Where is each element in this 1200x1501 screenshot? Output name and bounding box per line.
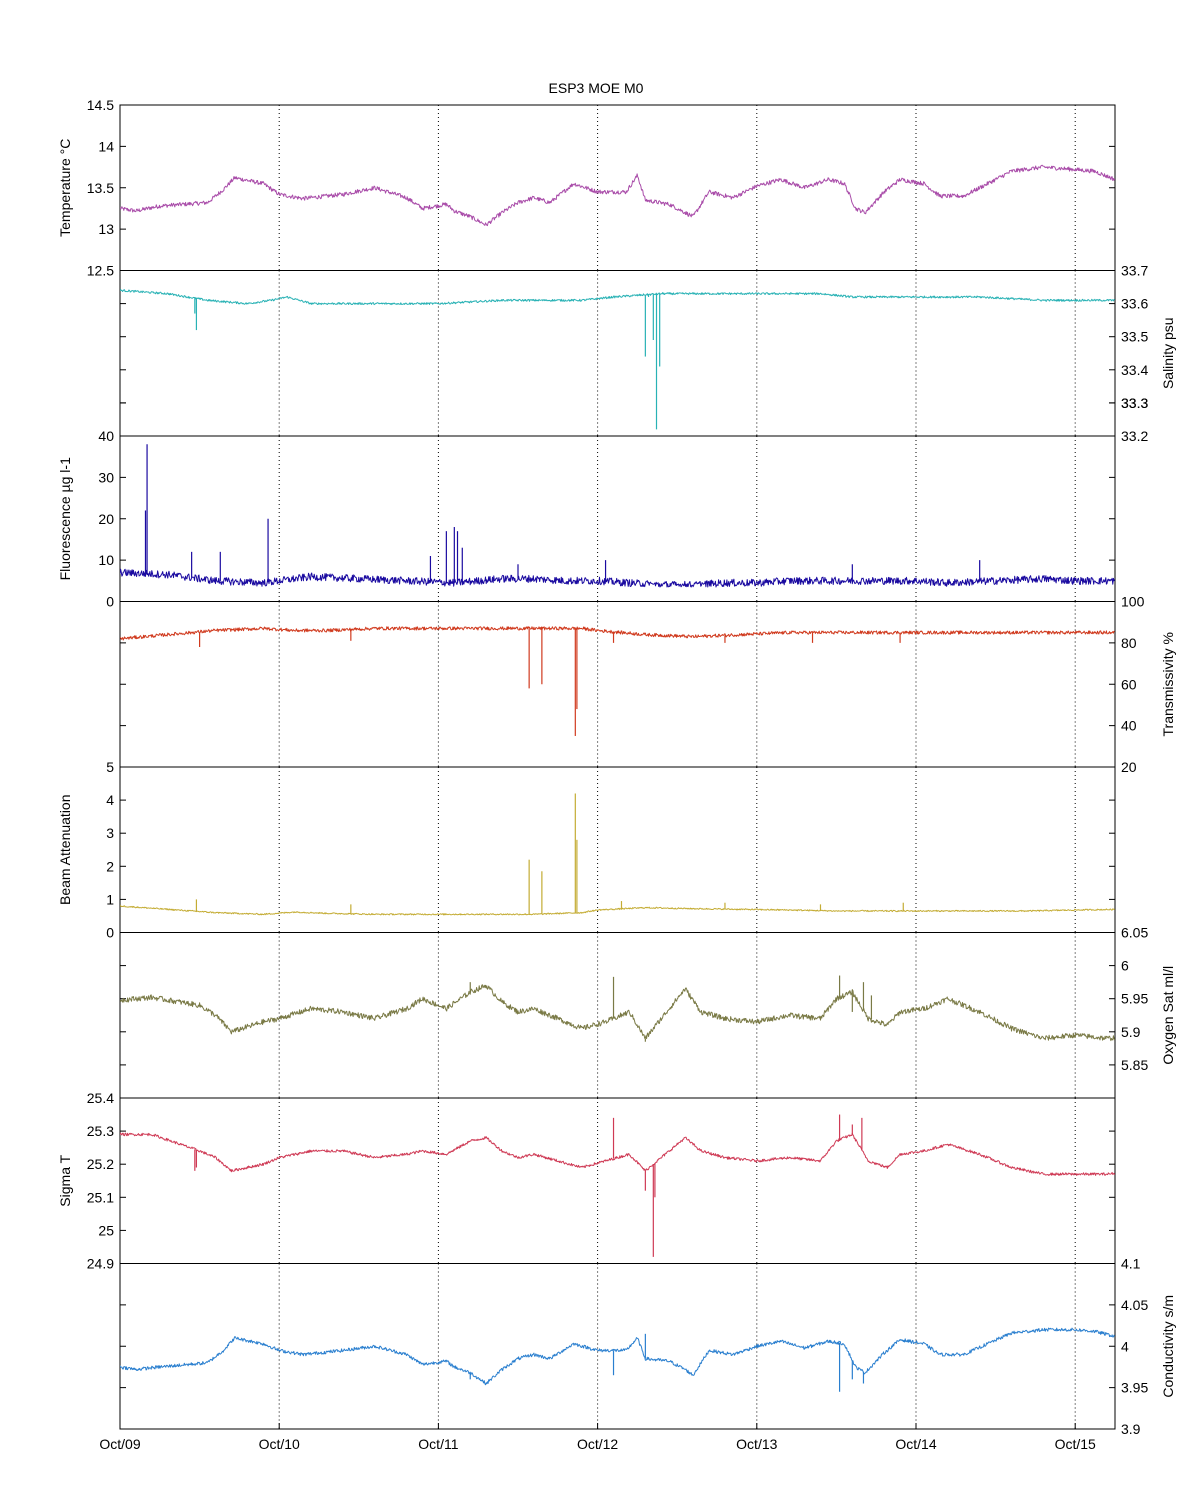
panel-frame [119, 270, 1116, 437]
y-tick-label: 5.95 [1121, 991, 1148, 1007]
y-tick-label: 13 [98, 221, 114, 237]
panel-temperature: 12.5 13 13.5 14 14.5 Temperature °C [57, 97, 1116, 279]
x-tick-label: Oct/10 [259, 1436, 300, 1452]
y-tick-label: 33.3 [1121, 395, 1148, 411]
y-tick-label: 6.05 [1121, 925, 1148, 941]
series-line-temperature [120, 164, 1115, 227]
panel-beam_attenuation: 0 1 2 3 4 5 Beam Attenuation [57, 759, 1116, 941]
y-tick-label: 24.9 [87, 1256, 114, 1272]
y-tick-label: 14.5 [87, 97, 114, 113]
panel-fluorescence: 0 10 20 30 40 Fluorescence µg l-1 [57, 428, 1116, 610]
y-tick-label: 40 [1121, 718, 1137, 734]
y-tick-label: 5.85 [1121, 1057, 1148, 1073]
chart-title: ESP3 MOE M0 [549, 80, 644, 96]
panel-frame [119, 766, 1116, 933]
y-axis-label-fluorescence: Fluorescence µg l-1 [57, 457, 73, 580]
y-tick-label: 0 [106, 925, 114, 941]
y-tick-label: 2 [106, 858, 114, 874]
y-axis-label-temperature: Temperature °C [57, 139, 73, 237]
panel-frame [119, 1097, 1116, 1264]
y-tick-label: 12.5 [87, 263, 114, 279]
panel-frame [119, 435, 1116, 602]
y-tick-label: 30 [98, 469, 114, 485]
y-tick-label: 25 [98, 1222, 114, 1238]
series-line-transmissivity [120, 626, 1115, 641]
y-tick-label: 4 [106, 792, 114, 808]
series-line-oxygen_sat [120, 984, 1115, 1042]
panel-conductivity: 3.9 3.95 4 4.05 4.1 Conductivity s/m [119, 1256, 1176, 1437]
x-tick-label: Oct/15 [1055, 1436, 1096, 1452]
y-tick-label: 5 [106, 759, 114, 775]
y-tick-label: 3 [106, 825, 114, 841]
y-axis-label-oxygen_sat: Oxygen Sat ml/l [1160, 966, 1176, 1065]
series-line-fluorescence [120, 568, 1115, 588]
x-axis: Oct/09 Oct/10 Oct/11 Oct/12 Oct/13 Oct/14 Oct/… [99, 1423, 1096, 1452]
y-tick-label: 25.3 [87, 1123, 114, 1139]
panel-frame [119, 932, 1116, 1099]
y-axis-label-beam_attenuation: Beam Attenuation [57, 794, 73, 905]
x-tick-label: Oct/14 [895, 1436, 936, 1452]
panel-oxygen_sat: 5.85 5.9 5.95 6 6.05 Oxygen Sat ml/l [119, 925, 1176, 1099]
y-tick-label: 25.4 [87, 1090, 114, 1106]
y-tick-label: 14 [98, 138, 114, 154]
y-tick-label: 4.05 [1121, 1297, 1148, 1313]
series-line-sigma_t [120, 1132, 1115, 1176]
y-axis-label-salinity: Salinity psu [1160, 317, 1176, 389]
y-tick-label: 3.9 [1121, 1421, 1141, 1437]
y-tick-label: 25.1 [87, 1189, 114, 1205]
y-tick-label: 13.5 [87, 180, 114, 196]
y-tick-label: 25.2 [87, 1156, 114, 1172]
y-tick-label: 33.5 [1121, 329, 1148, 345]
y-tick-label: 40 [98, 428, 114, 444]
y-tick-label: 33.4 [1121, 362, 1148, 378]
x-tick-label: Oct/09 [99, 1436, 140, 1452]
series-line-beam_attenuation [120, 905, 1115, 916]
panel-frame [119, 601, 1116, 768]
y-tick-label: 33.3 [1121, 395, 1148, 411]
y-tick-label: 20 [98, 511, 114, 527]
y-axis-label-conductivity: Conductivity s/m [1160, 1295, 1176, 1398]
y-tick-label: 10 [98, 552, 114, 568]
y-tick-label: 4.1 [1121, 1256, 1141, 1272]
panel-transmissivity: 20 40 60 80 100 Transmissivity % [119, 594, 1176, 775]
y-tick-label: 20 [1121, 759, 1137, 775]
x-tick-label: Oct/12 [577, 1436, 618, 1452]
y-tick-label: 4 [1121, 1338, 1129, 1354]
y-tick-label: 60 [1121, 676, 1137, 692]
y-tick-label: 3.95 [1121, 1380, 1148, 1396]
y-axis-label-sigma_t: Sigma T [57, 1154, 73, 1206]
y-tick-label: 80 [1121, 635, 1137, 651]
y-tick-label: 33.6 [1121, 296, 1148, 312]
y-axis-label-transmissivity: Transmissivity % [1160, 632, 1176, 737]
y-tick-label: 6 [1121, 958, 1129, 974]
x-tick-label: Oct/13 [736, 1436, 777, 1452]
series-line-salinity [120, 289, 1115, 306]
y-tick-label: 33.2 [1121, 428, 1148, 444]
series-line-conductivity [120, 1327, 1115, 1386]
y-tick-label: 100 [1121, 594, 1145, 610]
y-tick-label: 5.9 [1121, 1024, 1141, 1040]
y-tick-label: 33.7 [1121, 263, 1148, 279]
y-tick-label: 0 [106, 594, 114, 610]
y-tick-label: 1 [106, 891, 114, 907]
panel-sigma_t: 24.9 25 25.1 25.2 25.3 25.4 Sigma T [57, 1090, 1116, 1272]
x-tick-label: Oct/11 [418, 1436, 458, 1452]
